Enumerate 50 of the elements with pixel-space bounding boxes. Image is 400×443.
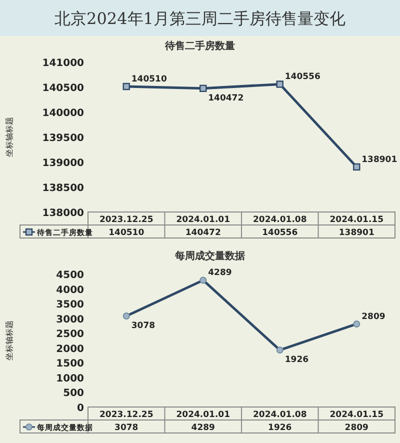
text: 1926 [284, 355, 309, 366]
point [122, 82, 130, 90]
y-tick-label: 138500 [42, 183, 84, 194]
text: 3078 [131, 321, 156, 332]
data-label: 4289 [191, 423, 216, 433]
point [353, 163, 360, 171]
y-axis-title: 坐标轴标题 [5, 117, 14, 157]
text: 2809 [362, 312, 386, 322]
x-tick-label: 2024.01.15 [330, 215, 384, 225]
data-label: 140510 [108, 228, 144, 238]
chart-title: 北京2024年1月第三周二手房待售量变化 [54, 9, 346, 28]
x-tick-label: 2024.01.01 [176, 410, 230, 420]
chart-title: 每周成交量数据 [174, 250, 245, 262]
y-tick-label: 140500 [42, 83, 84, 94]
data-label: 2809 [344, 423, 369, 433]
y-tick-label: 4500 [56, 270, 84, 281]
chart-subtitle: 待售二手房数量 [164, 40, 235, 52]
text: 140556 [284, 72, 320, 82]
y-tick-label: 139500 [42, 133, 84, 144]
data-label: 140472 [185, 228, 221, 238]
point [200, 84, 207, 92]
x-tick-label: 2024.01.01 [176, 215, 230, 225]
text: 138901 [362, 154, 398, 165]
y-tick-label: 0 [77, 403, 84, 414]
y-axis-title: 坐标轴标题 [5, 320, 14, 360]
y-tick-label: 139000 [42, 158, 84, 169]
point [276, 80, 284, 88]
x-tick-label: 2024.01.08 [252, 215, 307, 225]
y-tick-label: 1000 [56, 373, 84, 384]
text: 4289 [208, 268, 232, 278]
y-tick-label: 4000 [56, 284, 84, 296]
y-tick-label: 3000 [56, 314, 84, 326]
x-tick-label: 2023.12.25 [99, 215, 154, 225]
text: 140472 [208, 93, 244, 104]
x-tick-label: 2023.12.25 [99, 410, 154, 420]
y-tick-label: 140000 [42, 108, 84, 119]
y-tick-label: 138000 [42, 208, 84, 219]
y-tick-label: 141000 [42, 58, 84, 69]
x-tick-label: 2024.01.15 [330, 410, 384, 420]
data-label: 1926 [268, 423, 292, 433]
data-label: 140556 [262, 228, 298, 238]
y-tick-label: 2500 [56, 329, 84, 340]
y-tick-label: 500 [63, 388, 84, 400]
text: 140510 [131, 74, 167, 84]
data-label: 3078 [114, 423, 138, 433]
y-tick-label: 1500 [56, 358, 84, 370]
y-tick-label: 3500 [56, 300, 84, 311]
y-tick-label: 2000 [56, 344, 84, 355]
x-tick-label: 2024.01.08 [252, 410, 307, 420]
data-label: 138901 [338, 228, 374, 238]
